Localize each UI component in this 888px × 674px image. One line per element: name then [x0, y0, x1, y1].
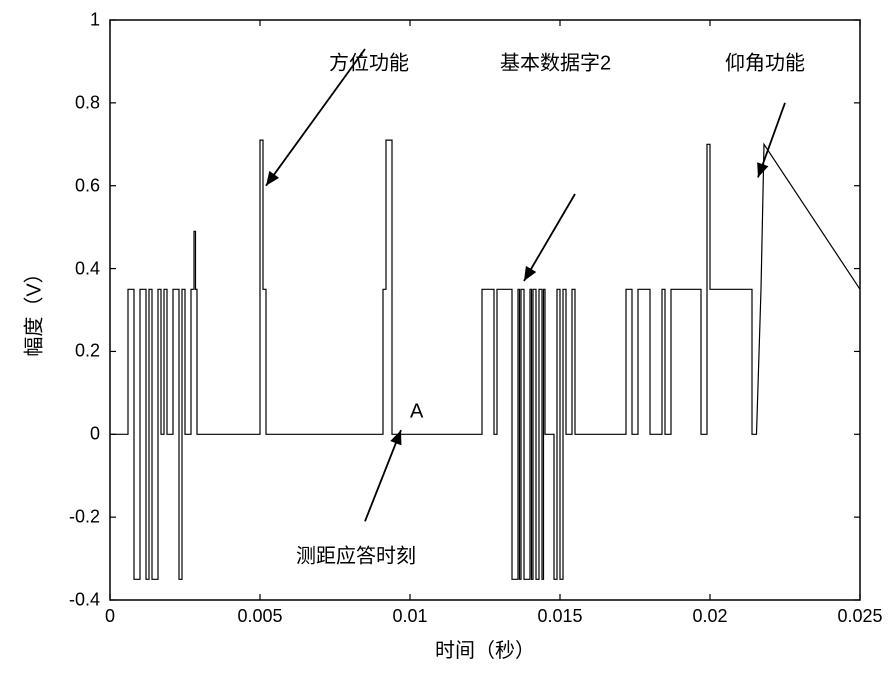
waveform-line [110, 140, 860, 579]
y-tick-label: 0.4 [75, 258, 100, 279]
x-tick-label: 0 [105, 606, 115, 627]
x-tick-label: 0.02 [692, 606, 727, 627]
x-axis-label: 时间（秒） [435, 634, 535, 663]
y-tick-label: 0.2 [75, 341, 100, 362]
chart-container: 时间（秒） 幅度（V） 0 0.005 0.01 0.015 0.02 0.025 -0.4… [0, 0, 888, 674]
chart-svg [0, 0, 888, 674]
x-tick-label: 0.005 [237, 606, 282, 627]
y-tick-label: 1 [90, 10, 100, 31]
annotation-ranging: 测距应答时刻 [296, 540, 416, 569]
y-tick-label: 0.8 [75, 92, 100, 113]
annotation-elev: 仰角功能 [725, 47, 805, 76]
y-tick-label: 0.6 [75, 175, 100, 196]
annotation-azimuth: 方位功能 [329, 47, 409, 76]
x-tick-label: 0.015 [537, 606, 582, 627]
y-tick-label: 0 [90, 424, 100, 445]
x-tick-label: 0.01 [392, 606, 427, 627]
x-tick-label: 0.025 [837, 606, 882, 627]
y-axis-label: 幅度（V） [18, 263, 47, 356]
y-tick-label: -0.2 [69, 507, 100, 528]
annotation-A: A [410, 400, 423, 423]
annotation-basic2: 基本数据字2 [500, 47, 611, 76]
y-tick-label: -0.4 [69, 590, 100, 611]
